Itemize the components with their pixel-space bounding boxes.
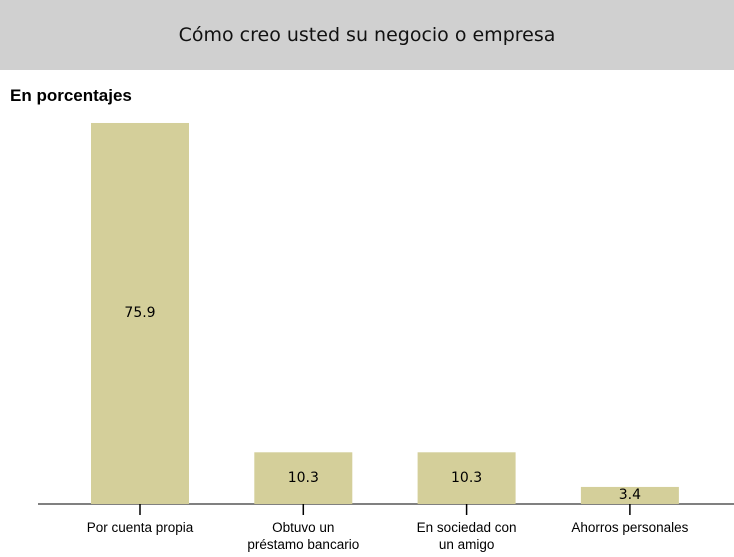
x-tick-label: Por cuenta propia — [86, 520, 194, 535]
bar — [580, 486, 679, 504]
data-label: 10.3 — [451, 470, 483, 487]
chart-title: Cómo creo usted su negocio o empresa — [0, 0, 734, 70]
bar — [417, 452, 516, 504]
x-tick-label: Obtuvo un préstamo bancario — [247, 520, 360, 552]
x-tick-label: En sociedad con un amigo — [416, 520, 517, 552]
bar — [91, 122, 189, 505]
data-label: 75.9 — [124, 305, 156, 322]
data-label: 3.4 — [618, 487, 642, 504]
x-tick-label: Ahorros personales — [571, 520, 689, 535]
chart-subtitle: En porcentajes — [10, 86, 132, 105]
bar — [254, 452, 353, 504]
data-label: 10.3 — [287, 470, 319, 487]
